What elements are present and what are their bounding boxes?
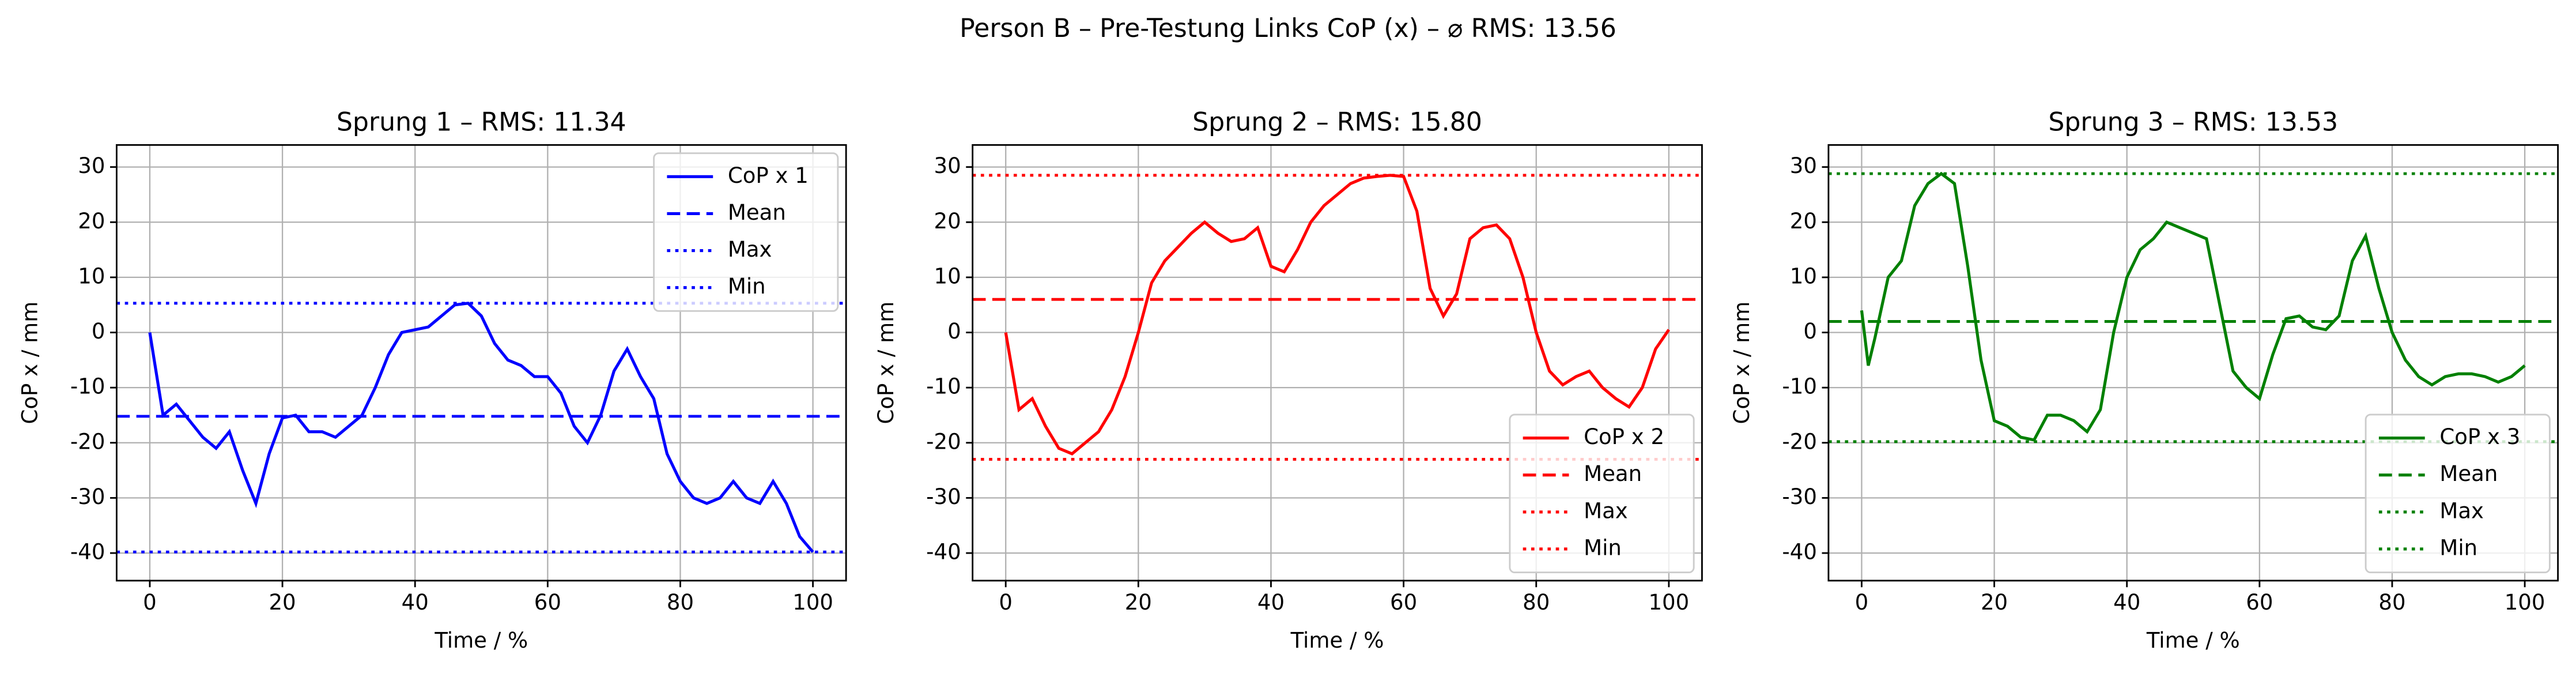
x-tick-label: 40 xyxy=(2113,590,2140,615)
data-line xyxy=(148,302,814,553)
panel: 0 20 40 60 80 100 -40 -30 -20 -10 0 10 20 30 Sprung 3 … xyxy=(1729,107,2559,653)
plot-frame xyxy=(1827,144,2559,582)
y-tick-label: -20 xyxy=(926,429,961,454)
y-axis-label: CoP x / mm xyxy=(874,302,898,424)
x-tick-label: 80 xyxy=(1523,590,1550,615)
y-tick-label: 20 xyxy=(1790,209,1817,234)
legend-label: Max xyxy=(728,237,772,262)
legend-box xyxy=(653,152,839,312)
x-tick-label: 20 xyxy=(269,590,296,615)
chart-title: Sprung 2 – RMS: 15.80 xyxy=(1192,107,1482,137)
legend-label: Min xyxy=(2439,535,2477,560)
y-tick-label: -20 xyxy=(1782,429,1817,454)
x-axis-label: Time / % xyxy=(434,628,528,653)
x-tick-label: 60 xyxy=(1390,590,1417,615)
legend-label: Min xyxy=(1584,535,1622,560)
y-tick-label: -40 xyxy=(926,540,961,565)
y-tick-label: 20 xyxy=(934,209,961,234)
x-tick-label: 40 xyxy=(402,590,429,615)
x-tick-label: 80 xyxy=(2378,590,2405,615)
legend-box xyxy=(2365,413,2551,574)
y-tick-label: 10 xyxy=(934,264,961,288)
y-tick-label: -40 xyxy=(70,540,105,565)
y-tick-label: 30 xyxy=(1790,153,1817,178)
x-tick-label: 60 xyxy=(2246,590,2273,615)
panel: 0 20 40 60 80 100 -40 -30 -20 -10 0 10 20 30 Sprung 2 … xyxy=(874,107,1703,653)
legend-label: Max xyxy=(2439,498,2484,523)
y-tick-label: -20 xyxy=(70,429,105,454)
data-line xyxy=(1004,174,1670,456)
x-tick-label: 20 xyxy=(1981,590,2008,615)
legend-label: CoP x 1 xyxy=(728,163,809,188)
x-tick-label: 0 xyxy=(1855,590,1869,615)
x-tick-label: 0 xyxy=(999,590,1013,615)
plot-frame xyxy=(115,144,847,582)
legend-label: Min xyxy=(728,274,766,299)
x-tick-label: 20 xyxy=(1125,590,1152,615)
legend-label: CoP x 2 xyxy=(1584,424,1664,449)
y-tick-label: 0 xyxy=(92,319,105,344)
y-tick-label: 30 xyxy=(934,153,961,178)
x-axis-label: Time / % xyxy=(2146,628,2240,653)
x-tick-label: 100 xyxy=(1649,590,1690,615)
y-tick-label: -40 xyxy=(1782,540,1817,565)
x-tick-label: 0 xyxy=(143,590,157,615)
chart-title: Sprung 1 – RMS: 11.34 xyxy=(337,107,626,137)
legend-box xyxy=(1509,413,1695,574)
legend-label: Mean xyxy=(728,200,786,225)
x-tick-label: 40 xyxy=(1257,590,1285,615)
data-line xyxy=(1860,171,2526,442)
y-tick-label: 20 xyxy=(78,209,105,234)
chart-title: Sprung 3 – RMS: 13.53 xyxy=(2048,107,2338,137)
legend-label: Max xyxy=(1584,498,1628,523)
legend-label: CoP x 3 xyxy=(2439,424,2520,449)
y-axis-label: CoP x / mm xyxy=(1729,302,1754,424)
y-tick-label: -30 xyxy=(70,484,105,509)
y-tick-label: -10 xyxy=(1782,374,1817,399)
y-axis-label: CoP x / mm xyxy=(18,302,43,424)
x-tick-label: 100 xyxy=(2505,590,2545,615)
y-tick-label: 10 xyxy=(1790,264,1817,288)
y-tick-label: -30 xyxy=(926,484,961,509)
y-tick-label: 0 xyxy=(1803,319,1817,344)
x-tick-label: 80 xyxy=(667,590,694,615)
y-tick-label: -30 xyxy=(1782,484,1817,509)
x-axis-label: Time / % xyxy=(1290,628,1384,653)
panel: 0 20 40 60 80 100 -40 -30 -20 -10 0 10 20 30 Sprung 1 … xyxy=(18,107,847,653)
y-tick-label: -10 xyxy=(70,374,105,399)
figure-title: Person B – Pre-Testung Links CoP (x) – ⌀… xyxy=(960,14,1616,43)
y-tick-label: 0 xyxy=(947,319,961,344)
legend-label: Mean xyxy=(2439,461,2498,486)
y-tick-label: -10 xyxy=(926,374,961,399)
plot-frame xyxy=(972,144,1703,582)
y-tick-label: 10 xyxy=(78,264,105,288)
x-tick-label: 100 xyxy=(792,590,833,615)
y-tick-label: 30 xyxy=(78,153,105,178)
x-tick-label: 60 xyxy=(534,590,561,615)
legend-label: Mean xyxy=(1584,461,1642,486)
